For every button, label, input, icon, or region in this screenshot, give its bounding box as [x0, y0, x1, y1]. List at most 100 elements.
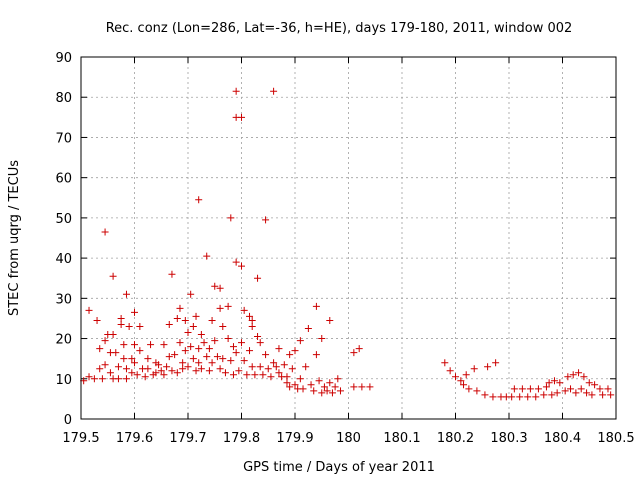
data-point	[518, 385, 526, 393]
data-point	[299, 385, 307, 393]
data-point	[187, 290, 195, 298]
data-point	[195, 359, 203, 367]
data-point	[240, 306, 248, 314]
y-tick-label: 30	[55, 292, 72, 307]
data-point	[168, 270, 176, 278]
x-tick-label: 180.5	[597, 431, 634, 446]
data-point	[556, 379, 564, 387]
data-point	[96, 365, 104, 373]
data-point	[553, 389, 561, 397]
data-point	[112, 349, 120, 357]
data-point	[197, 331, 205, 339]
data-point	[181, 347, 189, 355]
data-point	[286, 383, 294, 391]
data-point	[580, 373, 588, 381]
data-point	[157, 367, 165, 375]
data-point	[550, 377, 558, 385]
data-point	[272, 363, 280, 371]
data-point	[211, 282, 219, 290]
data-point	[184, 363, 192, 371]
data-point	[168, 367, 176, 375]
data-point	[213, 353, 221, 361]
y-tick-label: 70	[55, 131, 72, 146]
data-point	[283, 379, 291, 387]
data-point	[189, 322, 197, 330]
data-point	[109, 272, 117, 280]
data-point	[136, 347, 144, 355]
data-point	[564, 373, 572, 381]
x-tick-label: 180.4	[544, 431, 581, 446]
data-point	[189, 355, 197, 363]
data-point	[326, 379, 334, 387]
data-point	[246, 347, 254, 355]
data-point	[470, 365, 478, 373]
data-point	[481, 391, 489, 399]
data-point	[165, 353, 173, 361]
data-point	[350, 349, 358, 357]
plot-frame	[80, 56, 617, 420]
data-point	[355, 345, 363, 353]
data-point	[256, 363, 264, 371]
data-point	[232, 349, 240, 357]
data-point	[133, 371, 141, 379]
data-point	[235, 367, 243, 375]
x-tick-label: 179.6	[116, 431, 153, 446]
data-point	[203, 353, 211, 361]
data-point	[446, 367, 454, 375]
data-point	[452, 373, 459, 381]
x-tick-label: 179.9	[276, 431, 313, 446]
x-axis-title: GPS time / Days of year 2011	[243, 460, 435, 475]
grid-lines	[81, 57, 616, 419]
data-point	[291, 381, 299, 389]
data-point	[588, 391, 596, 399]
data-point	[238, 113, 245, 121]
data-point	[114, 375, 122, 383]
y-tick-label: 80	[55, 91, 72, 106]
data-point	[264, 365, 272, 373]
data-point	[128, 355, 136, 363]
data-point	[307, 381, 315, 389]
y-axis-title: STEC from uqrg / TECUs	[7, 160, 22, 316]
data-point	[288, 365, 296, 373]
data-point	[101, 337, 109, 345]
data-point	[195, 196, 203, 204]
data-point	[441, 359, 449, 367]
data-point	[160, 371, 168, 379]
data-point	[117, 320, 125, 328]
data-point	[136, 322, 144, 330]
data-point	[296, 337, 304, 345]
data-point	[270, 359, 278, 367]
data-point	[205, 345, 213, 353]
data-point	[548, 391, 556, 399]
data-point	[334, 375, 342, 383]
data-point	[238, 262, 245, 270]
data-point	[532, 393, 540, 401]
data-point	[90, 375, 98, 383]
data-point	[312, 351, 320, 359]
data-point	[567, 385, 575, 393]
data-point	[229, 371, 237, 379]
data-point	[323, 387, 331, 395]
y-tick-label: 10	[55, 373, 72, 388]
y-tick-label: 0	[64, 413, 72, 428]
data-point	[492, 359, 500, 367]
data-point	[262, 351, 270, 359]
data-point	[575, 369, 583, 377]
data-point	[165, 320, 173, 328]
data-point	[508, 393, 516, 401]
data-point	[195, 345, 203, 353]
data-point	[200, 339, 208, 347]
data-point	[358, 383, 366, 391]
data-point	[114, 363, 122, 371]
data-point	[312, 302, 320, 310]
data-point	[141, 373, 149, 381]
data-point	[310, 387, 318, 395]
x-tick-label: 180.2	[437, 431, 474, 446]
data-point	[286, 351, 294, 359]
data-point	[128, 369, 136, 377]
data-point	[262, 216, 270, 224]
data-point	[366, 383, 374, 391]
data-point	[224, 302, 232, 310]
x-tick-labels: 179.5 179.6 179.7 179.8 179.9 180 180.1 180.2 18…	[62, 431, 634, 446]
